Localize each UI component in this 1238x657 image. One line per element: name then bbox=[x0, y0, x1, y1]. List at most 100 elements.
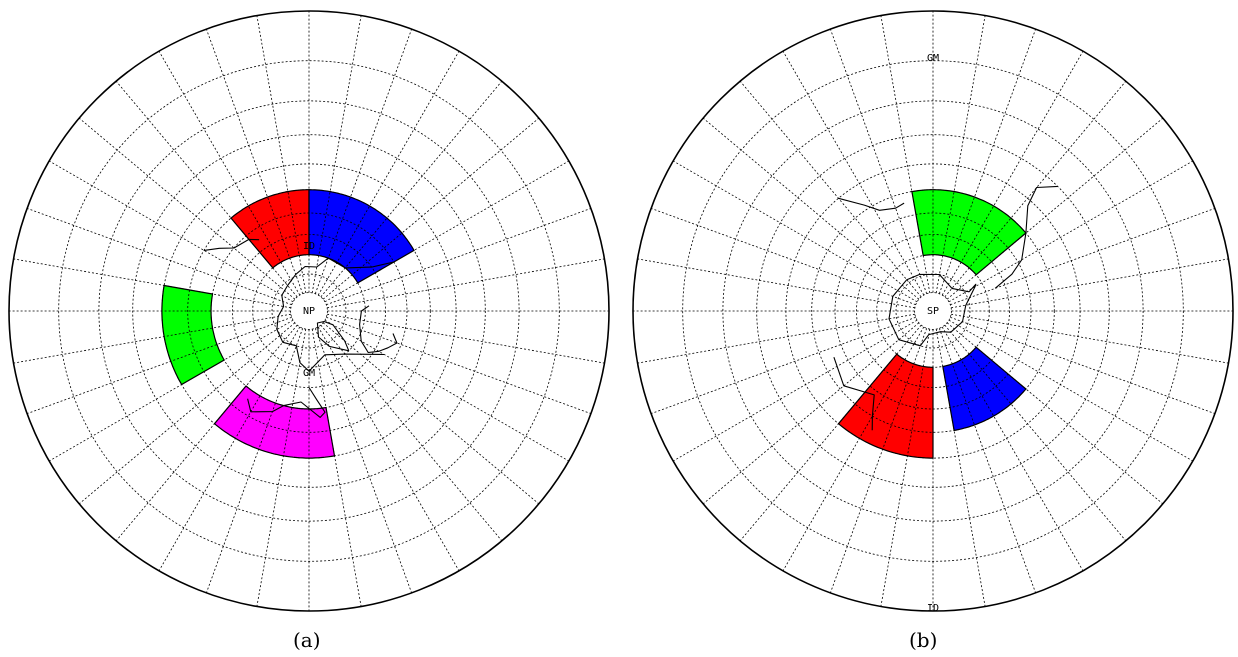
latitude-circle bbox=[834, 212, 1032, 410]
meridian bbox=[320, 324, 503, 542]
coastline bbox=[316, 320, 350, 352]
meridian bbox=[948, 319, 1194, 462]
meridian bbox=[78, 322, 296, 505]
meridian bbox=[206, 28, 304, 294]
meridian bbox=[327, 258, 605, 309]
sector-blue bbox=[942, 346, 1027, 432]
coastline bbox=[994, 185, 1058, 289]
meridian bbox=[950, 316, 1216, 414]
latitude-circle bbox=[856, 234, 1010, 388]
meridian bbox=[49, 160, 294, 303]
latitude-circle bbox=[187, 189, 431, 433]
meridian bbox=[941, 326, 1084, 571]
sector-green bbox=[911, 189, 1027, 276]
meridian bbox=[950, 208, 1216, 306]
latitude-circle bbox=[98, 100, 520, 522]
map-north-polar: NP GM ID bbox=[8, 10, 610, 612]
meridian bbox=[830, 328, 928, 594]
meridian bbox=[650, 316, 916, 414]
meridian bbox=[673, 319, 918, 462]
gm-label: GM bbox=[927, 53, 939, 64]
caption-b: (b) bbox=[909, 628, 938, 652]
latitude-circle bbox=[271, 273, 347, 349]
meridian bbox=[49, 319, 294, 462]
meridian bbox=[322, 322, 540, 505]
meridian bbox=[830, 28, 928, 294]
meridian bbox=[13, 258, 291, 309]
latitude-circle bbox=[722, 100, 1144, 522]
map-border bbox=[632, 10, 1234, 612]
map-clip-group bbox=[9, 11, 609, 611]
meridian bbox=[944, 324, 1127, 542]
meridian bbox=[948, 160, 1194, 303]
meridian bbox=[946, 322, 1164, 505]
meridian bbox=[782, 326, 925, 571]
pole-label: NP bbox=[303, 306, 315, 317]
meridian bbox=[880, 15, 931, 293]
coastline bbox=[359, 305, 398, 354]
meridian bbox=[637, 258, 915, 309]
meridian bbox=[26, 316, 292, 414]
gm-label: GM bbox=[303, 368, 315, 379]
meridian bbox=[938, 28, 1036, 294]
meridian bbox=[158, 326, 301, 571]
meridian bbox=[941, 51, 1084, 296]
meridian bbox=[880, 329, 931, 607]
meridian bbox=[327, 313, 605, 364]
meridian bbox=[115, 324, 298, 542]
coastline bbox=[276, 257, 394, 372]
dateline-label: ID bbox=[303, 241, 315, 252]
latitude-circle bbox=[232, 234, 386, 388]
meridian bbox=[739, 80, 922, 298]
meridian bbox=[13, 313, 291, 364]
map-clip-group bbox=[633, 11, 1233, 611]
latitude-circle bbox=[811, 189, 1055, 433]
meridian bbox=[314, 328, 412, 594]
meridian bbox=[314, 28, 412, 294]
meridian bbox=[206, 328, 304, 594]
meridian bbox=[256, 329, 307, 607]
sector-red bbox=[837, 353, 934, 459]
meridian bbox=[158, 51, 301, 296]
meridian bbox=[951, 313, 1229, 364]
meridian bbox=[324, 319, 569, 462]
caption-a: (a) bbox=[293, 628, 321, 652]
meridian bbox=[317, 326, 460, 571]
meridian bbox=[326, 208, 592, 306]
meridian bbox=[26, 208, 292, 306]
meridian bbox=[935, 329, 986, 607]
meridian bbox=[702, 322, 920, 505]
meridian bbox=[311, 329, 362, 607]
meridian bbox=[78, 117, 296, 300]
map-border bbox=[8, 10, 610, 612]
meridian bbox=[938, 328, 1036, 594]
pole-label: SP bbox=[927, 306, 939, 317]
sector-magenta bbox=[213, 385, 336, 459]
meridian bbox=[311, 15, 362, 293]
meridian bbox=[326, 316, 592, 414]
meridian bbox=[324, 160, 569, 303]
meridian bbox=[739, 324, 922, 542]
latitude-circle bbox=[895, 273, 971, 349]
latitude-circle bbox=[58, 60, 560, 562]
meridian bbox=[673, 160, 918, 303]
meridian bbox=[317, 51, 460, 296]
dateline-label: ID bbox=[927, 603, 939, 614]
latitude-circle bbox=[682, 60, 1184, 562]
meridian bbox=[782, 51, 925, 296]
map-south-polar: SP GM ID bbox=[632, 10, 1234, 614]
meridian bbox=[637, 313, 915, 364]
meridian bbox=[935, 15, 986, 293]
coastline bbox=[247, 387, 326, 418]
meridian bbox=[702, 117, 920, 300]
meridian bbox=[256, 15, 307, 293]
meridian bbox=[320, 80, 503, 298]
coastline bbox=[833, 357, 875, 431]
meridian bbox=[951, 258, 1229, 309]
meridian bbox=[322, 117, 540, 300]
coastline bbox=[203, 238, 260, 251]
meridian bbox=[650, 208, 916, 306]
coastline bbox=[888, 273, 977, 347]
meridian bbox=[115, 80, 298, 298]
